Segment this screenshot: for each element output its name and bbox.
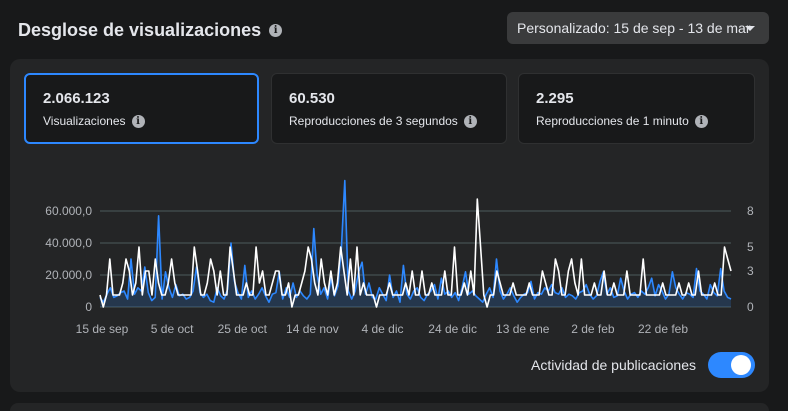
info-icon[interactable]: i: [694, 114, 708, 128]
y-right-tick-label: 5: [747, 240, 754, 254]
y-left-tick-label: 0: [85, 300, 92, 314]
x-tick-label: 25 de oct: [218, 322, 268, 336]
y-left-tick-label: 40.000,0: [45, 236, 92, 250]
series-line-posts: [99, 198, 732, 308]
x-tick-label: 24 de dic: [428, 322, 477, 336]
x-tick-label: 15 de sep: [76, 322, 129, 336]
post-activity-label: Actividad de publicaciones: [531, 357, 696, 373]
toggle-knob: [731, 355, 751, 375]
metric-label: Visualizaciones: [43, 114, 126, 128]
metric-value: 2.066.123: [43, 90, 110, 107]
y-right-tick-label: 8: [747, 204, 754, 218]
caret-down-icon: [745, 26, 755, 31]
metric-label: Reproducciones de 3 segundos: [289, 114, 458, 128]
post-activity-toggle[interactable]: [708, 352, 755, 378]
date-range-label: Personalizado: 15 de sep - 13 de mar: [517, 20, 751, 36]
views-line-chart: 60.000,0 40.000,0 20.000,0 0 8 5 3 0 15 de sep 5 …: [45, 179, 754, 336]
y-right-tick-label: 3: [747, 264, 754, 278]
metric-label-row: Visualizaciones i: [43, 114, 257, 128]
metric-label: Reproducciones de 1 minuto: [536, 114, 689, 128]
x-tick-label: 2 de feb: [571, 322, 615, 336]
info-icon[interactable]: i: [131, 114, 145, 128]
next-panel-edge: [10, 403, 769, 411]
series-line-views: [99, 179, 732, 303]
metric-value: 60.530: [289, 90, 335, 107]
metric-value: 2.295: [536, 90, 574, 107]
date-range-dropdown[interactable]: Personalizado: 15 de sep - 13 de mar: [507, 12, 769, 44]
x-tick-label: 14 de nov: [286, 322, 339, 336]
page-title-text: Desglose de visualizaciones: [18, 20, 262, 40]
y-left-tick-label: 60.000,0: [45, 204, 92, 218]
x-tick-label: 5 de oct: [151, 322, 194, 336]
page-title: Desglose de visualizaciones i: [18, 20, 283, 41]
metric-card-1m-plays[interactable]: 2.295 Reproducciones de 1 minuto i: [518, 73, 755, 144]
y-right-tick-label: 0: [747, 300, 754, 314]
y-left-tick-label: 20.000,0: [45, 268, 92, 282]
metric-label-row: Reproducciones de 1 minuto i: [536, 114, 754, 128]
info-icon[interactable]: i: [463, 114, 477, 128]
metric-card-3s-plays[interactable]: 60.530 Reproducciones de 3 segundos i: [271, 73, 507, 144]
metric-card-views[interactable]: 2.066.123 Visualizaciones i: [24, 73, 259, 144]
metric-label-row: Reproducciones de 3 segundos i: [289, 114, 506, 128]
x-tick-label: 22 de feb: [638, 322, 688, 336]
series-area: [100, 180, 731, 307]
views-panel: 2.066.123 Visualizaciones i 60.530 Repro…: [10, 59, 769, 392]
info-icon[interactable]: i: [269, 24, 283, 37]
x-tick-label: 4 de dic: [361, 322, 403, 336]
x-tick-label: 13 de ene: [496, 322, 550, 336]
